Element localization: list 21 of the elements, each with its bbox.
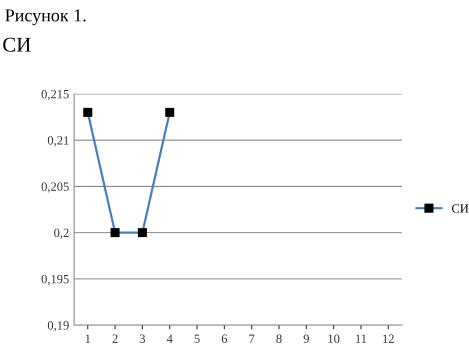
chart-subtitle: СИ	[3, 38, 31, 52]
x-tick-label: 12	[383, 334, 394, 343]
x-tick-label: 8	[276, 334, 282, 343]
x-tick-label: 6	[222, 334, 228, 343]
chart-title: Рисунок 1.	[5, 9, 86, 26]
x-tick-label: 7	[249, 334, 254, 343]
y-tick-label: 0,19	[48, 321, 69, 332]
y-tick-label: 0,215	[42, 90, 69, 100]
legend-label: СИ	[452, 204, 468, 213]
x-tick-label: 3	[140, 334, 146, 343]
y-tick-label: 0,21	[48, 136, 68, 146]
x-tick-label: 4	[166, 334, 173, 343]
x-tick-label: 5	[194, 334, 200, 343]
x-tick-label: 9	[304, 334, 309, 343]
x-tick-label: 1	[86, 334, 90, 343]
x-tick-label: 11	[356, 334, 366, 343]
y-tick-label: 0,205	[42, 182, 69, 193]
y-tick-label: 0,2	[54, 228, 69, 239]
y-tick-label: 0,195	[42, 274, 69, 286]
x-tick-label: 10	[328, 334, 340, 343]
x-tick-label: 2	[112, 334, 118, 343]
